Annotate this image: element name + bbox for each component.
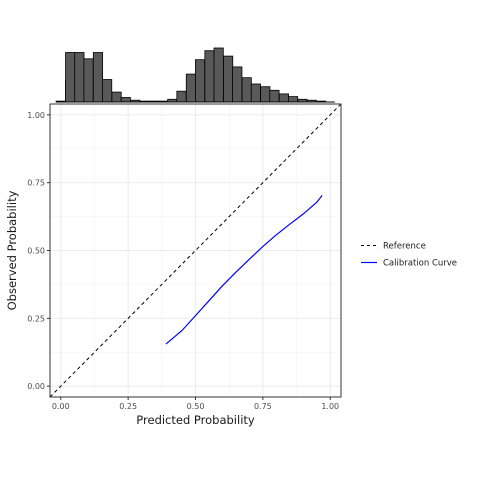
histogram-bar [65, 52, 76, 103]
grid-layer [50, 104, 341, 397]
histogram-bar [287, 96, 299, 103]
histogram-bar [83, 58, 94, 103]
histogram-bar [92, 52, 104, 103]
histogram-bar [269, 89, 280, 103]
y-tick-label: 0.50 [27, 247, 45, 256]
y-tick-label: 0.75 [27, 179, 45, 188]
legend: Reference Calibration Curve [361, 242, 457, 269]
y-axis-title: Observed Probability [5, 190, 19, 310]
x-tick-label: 0.25 [119, 402, 137, 411]
histogram-bar [204, 50, 215, 103]
histogram-bar [223, 55, 234, 103]
y-axis: 0.00 0.25 0.50 0.75 1.00 [27, 111, 50, 391]
y-tick-label: 0.25 [27, 314, 45, 323]
histogram-bar [120, 97, 131, 103]
histogram-bar [260, 86, 271, 103]
histogram-bar [102, 79, 113, 103]
calibration-curve-line [165, 195, 323, 345]
histogram-bar [232, 66, 243, 103]
histogram-bar [250, 83, 261, 103]
histogram-bar [241, 77, 252, 103]
histogram-bar [111, 91, 122, 103]
x-tick-label: 0.00 [52, 402, 70, 411]
histogram-bar [74, 52, 85, 103]
x-axis: 0.00 0.25 0.50 0.75 1.00 [52, 397, 339, 411]
histogram-bar [213, 47, 224, 103]
histogram-bar [195, 59, 206, 103]
legend-label-calibration-curve: Calibration Curve [383, 259, 457, 269]
x-axis-title: Predicted Probability [136, 413, 255, 427]
histogram-layer [55, 47, 335, 103]
series-layer [49, 103, 342, 398]
y-tick-label: 1.00 [27, 111, 45, 120]
histogram-bar [278, 93, 289, 103]
y-tick-label: 0.00 [27, 382, 45, 391]
histogram-bar [185, 73, 196, 103]
x-tick-label: 0.75 [254, 402, 272, 411]
histogram-bar [176, 90, 187, 103]
x-tick-label: 0.50 [187, 402, 205, 411]
legend-label-reference: Reference [383, 242, 426, 252]
x-tick-label: 1.00 [321, 402, 339, 411]
